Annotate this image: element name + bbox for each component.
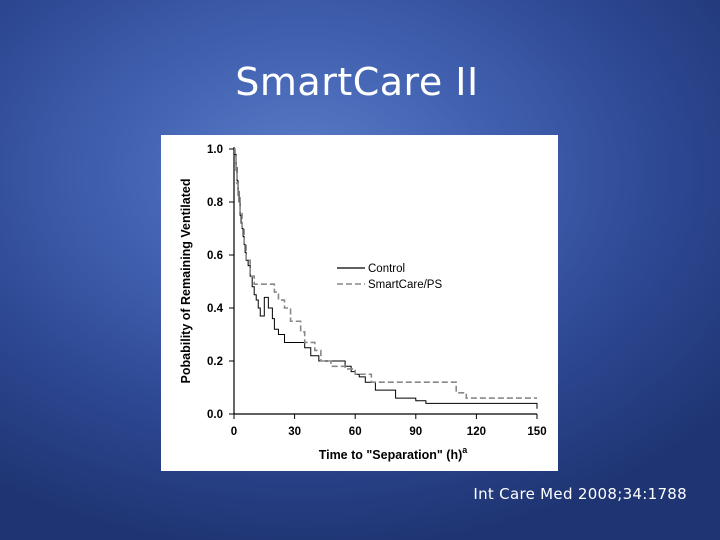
km-chart-figure: 0 30 60 90 120 150 0.0 0.2 0.4 0.6 0.8 1.0 Control…: [161, 135, 558, 471]
y-tick-label: 0.8: [207, 197, 224, 209]
y-tick-label: 0.6: [207, 250, 223, 262]
km-chart: 0 30 60 90 120 150 0.0 0.2 0.4 0.6 0.8 1.0 Control…: [179, 144, 547, 462]
y-tick-label: 1.0: [207, 144, 223, 156]
x-tick-label: 120: [467, 426, 486, 438]
legend-label-control: Control: [368, 263, 405, 275]
x-tick-label: 30: [288, 426, 301, 438]
x-axis-label: Time to "Separation" (h)a: [319, 445, 469, 462]
y-tick-label: 0.4: [207, 303, 224, 315]
series-lines: [234, 148, 538, 409]
citation: Int Care Med 2008;34:1788: [473, 485, 687, 503]
x-axis-label-text: Time to "Separation" (h): [319, 448, 463, 462]
slide-title: SmartCare II: [235, 60, 479, 104]
x-tick-label: 0: [231, 426, 237, 438]
x-axis-label-superscript: a: [462, 445, 468, 455]
x-tick-label: 60: [349, 426, 362, 438]
x-tick-label: 150: [527, 426, 546, 438]
chart-legend: Control SmartCare/PS: [337, 263, 442, 291]
x-tick-label: 90: [409, 426, 422, 438]
series-control-line: [234, 148, 538, 409]
y-ticks: 0.0 0.2 0.4 0.6 0.8 1.0: [207, 144, 234, 421]
y-tick-label: 0.0: [207, 409, 223, 421]
x-ticks: 0 30 60 90 120 150: [231, 414, 547, 438]
chart-axes: [233, 147, 537, 415]
legend-label-smartcare: SmartCare/PS: [368, 279, 442, 291]
y-tick-label: 0.2: [207, 356, 223, 368]
y-axis-label: Pobability of Remaining Ventilated: [179, 179, 193, 384]
series-smartcare-line: [234, 148, 537, 399]
